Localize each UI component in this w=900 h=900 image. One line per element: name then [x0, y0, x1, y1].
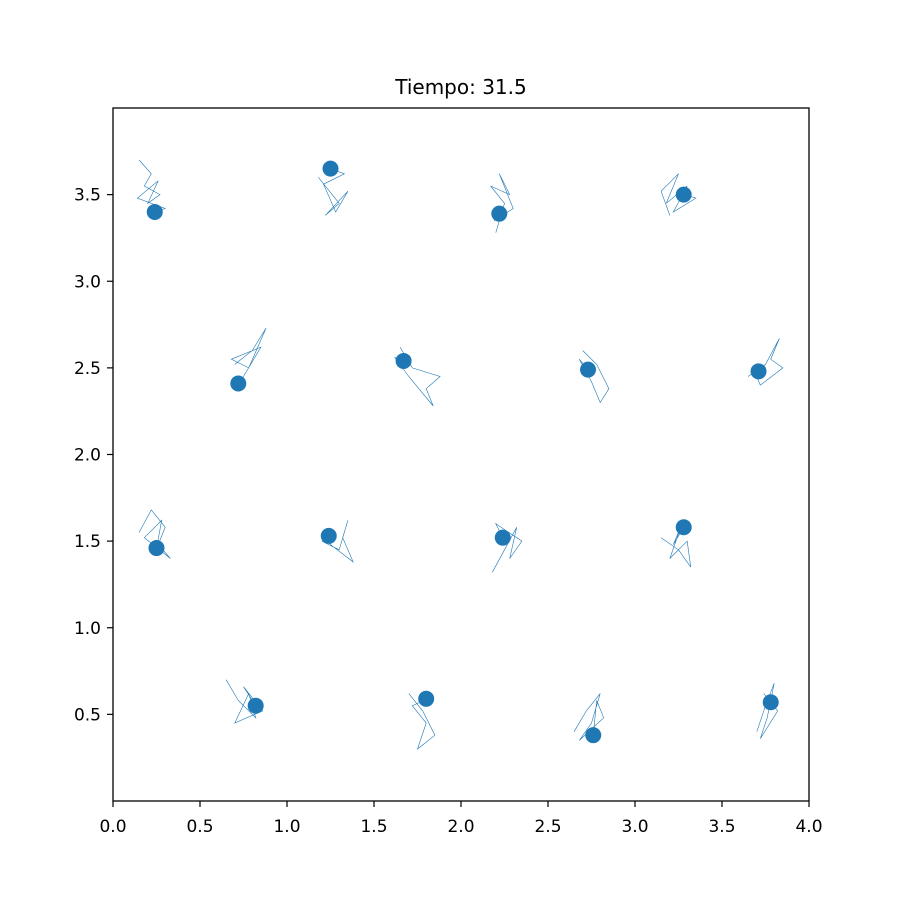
particle-point-2	[322, 160, 339, 177]
y-tick-label: 2.0	[74, 446, 101, 466]
x-axis: 0.0 0.5 1.0 1.5 2.0 2.5 3.0 3.5 4.0	[99, 801, 823, 837]
trajectory-line-1	[136, 159, 167, 213]
y-tick-label: 2.5	[74, 359, 101, 379]
chart-title: Tiempo: 31.5	[394, 75, 527, 99]
x-tick-label: 3.0	[621, 817, 648, 837]
particle-point-15	[585, 727, 602, 744]
x-tick-label: 0.5	[186, 817, 213, 837]
trajectory-lines	[136, 159, 784, 750]
particle-point-16	[762, 694, 779, 711]
trajectory-line-12	[660, 523, 691, 568]
y-tick-label: 0.5	[74, 705, 101, 725]
trajectory-line-13	[225, 679, 264, 724]
particle-point-10	[320, 527, 337, 544]
x-tick-label: 0.0	[99, 817, 126, 837]
x-tick-label: 1.0	[273, 817, 300, 837]
particle-point-11	[494, 529, 511, 546]
particle-point-13	[247, 697, 264, 714]
y-tick-label: 3.0	[74, 272, 101, 292]
particle-point-14	[418, 690, 435, 707]
particle-point-9	[148, 540, 165, 557]
x-tick-label: 2.5	[534, 817, 561, 837]
plot-frame	[112, 107, 810, 802]
trajectory-line-3	[490, 173, 514, 233]
particle-point-6	[395, 352, 412, 369]
y-tick-label: 1.0	[74, 619, 101, 639]
particle-point-5	[230, 375, 247, 392]
trajectory-line-9	[138, 509, 171, 559]
particle-point-8	[750, 363, 767, 380]
y-axis: 0.5 1.0 1.5 2.0 2.5 3.0 3.5	[74, 186, 113, 725]
particle-points	[146, 160, 779, 744]
trajectory-line-8	[747, 338, 784, 386]
y-tick-label: 1.5	[74, 532, 101, 552]
trajectory-line-5	[230, 327, 267, 384]
y-tick-label: 3.5	[74, 186, 101, 206]
trajectory-line-7	[579, 350, 610, 404]
x-tick-label: 4.0	[795, 817, 822, 837]
particle-point-1	[146, 203, 163, 220]
particle-point-3	[491, 205, 508, 222]
trajectory-line-2	[318, 168, 349, 216]
x-tick-label: 2.0	[447, 817, 474, 837]
trajectory-line-15	[573, 693, 605, 741]
particle-point-7	[580, 361, 597, 378]
particle-point-4	[675, 186, 692, 203]
x-tick-label: 1.5	[360, 817, 387, 837]
x-tick-label: 3.5	[708, 817, 735, 837]
trajectory-line-16	[756, 683, 779, 739]
particle-point-12	[675, 519, 692, 536]
